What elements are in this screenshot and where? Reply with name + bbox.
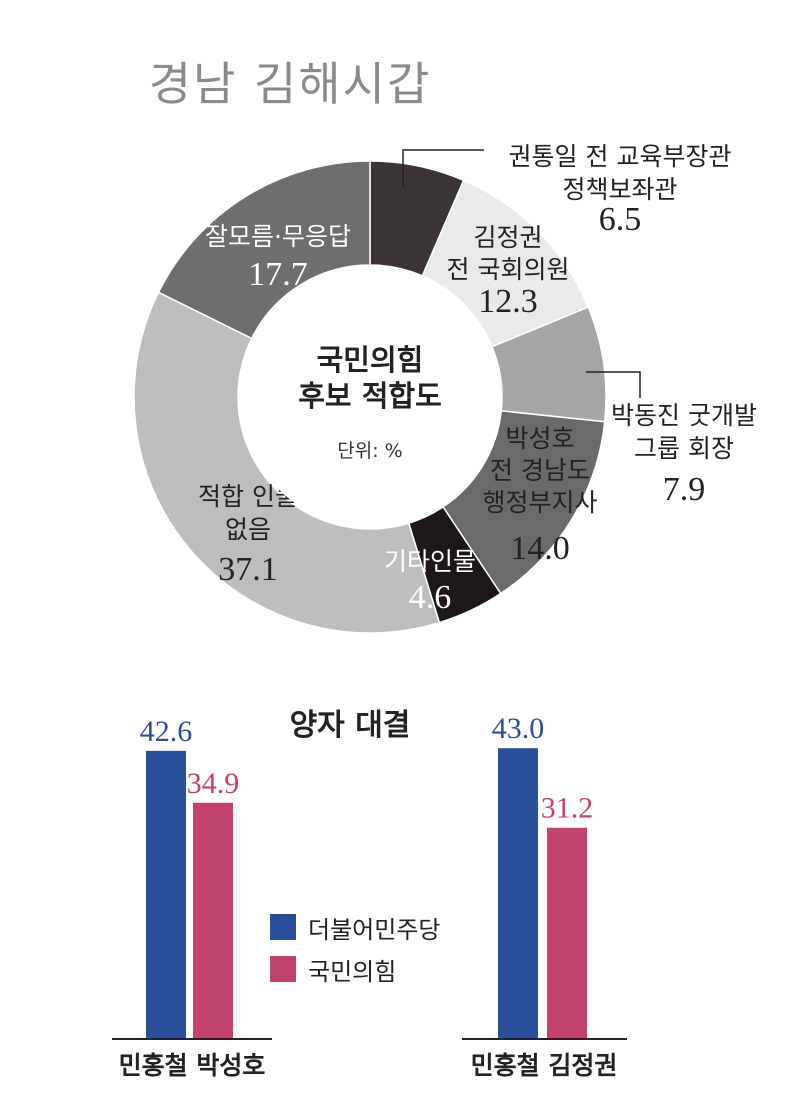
bar-value-g1-s1: 42.6 — [140, 715, 193, 748]
slice-label-7-line-1: 잘모름·무응답 — [205, 222, 351, 251]
slice-value-1: 6.5 — [599, 201, 642, 238]
legend-swatch-ppp — [270, 956, 296, 982]
slice-label-1-line-1: 권통일 전 교육부장관 — [509, 142, 732, 171]
donut-center-title-line-2: 후보 적합도 — [298, 379, 442, 413]
slice-value-5: 4.6 — [409, 579, 452, 616]
slice-value-3: 7.9 — [663, 471, 706, 508]
donut-slice-6 — [133, 291, 441, 634]
slice-value-7: 17.7 — [248, 256, 308, 293]
slice-label-2-line-2: 전 국회의원 — [447, 255, 570, 284]
bar-value-g1-s2: 34.9 — [187, 767, 240, 800]
donut-center — [240, 267, 500, 527]
slice-label-4-line-2: 전 경남도 — [490, 456, 590, 485]
slice-value-6: 37.1 — [218, 551, 278, 588]
slice-value-2: 12.3 — [478, 283, 538, 320]
legend-swatch-democratic — [270, 914, 296, 940]
bar-g1-s1 — [146, 750, 186, 1038]
slice-label-6-line-2: 없음 — [225, 515, 271, 544]
group-baseline-2 — [462, 1038, 627, 1040]
donut-unit-label: 단위: % — [337, 440, 402, 462]
legend-item-ppp: 국민의힘 — [270, 954, 440, 986]
bar-value-g2-s2: 31.2 — [541, 792, 594, 825]
bar-value-g2-s1: 43.0 — [492, 712, 545, 745]
legend-label-ppp: 국민의힘 — [308, 957, 397, 986]
slice-label-3-line-1: 박동진 굿개발 — [611, 401, 757, 430]
slice-value-4: 14.0 — [510, 530, 570, 567]
slice-label-1-line-2: 정책보좌관 — [562, 175, 677, 204]
leader-line-1 — [402, 149, 484, 186]
slice-label-4-line-3: 행정부지사 — [482, 488, 597, 517]
slice-label-5-line-1: 기타인물 — [384, 547, 476, 576]
legend: 더불어민주당 국민의힘 — [270, 912, 440, 996]
group-label-2: 민홍철 김정권 — [470, 1051, 618, 1080]
leader-line-3 — [586, 371, 641, 398]
bar-chart-title: 양자 대결 — [289, 708, 411, 743]
region-title: 경남 김해시갑 — [148, 57, 432, 111]
bar-g2-s1 — [498, 748, 538, 1038]
slice-label-2-line-1: 김정권 — [473, 223, 542, 252]
slice-label-3-line-2: 그룹 회장 — [634, 434, 734, 463]
legend-item-democratic: 더불어민주당 — [270, 912, 441, 944]
bar-g1-s2 — [193, 802, 233, 1038]
bar-g2-s2 — [547, 827, 587, 1038]
group-baseline-1 — [112, 1038, 272, 1040]
legend-label-democratic: 더불어민주당 — [308, 915, 441, 944]
donut-center-title-line-1: 국민의힘 — [317, 343, 424, 377]
group-label-1: 민홍철 박성호 — [118, 1051, 266, 1080]
slice-label-4-line-1: 박성호 — [505, 424, 574, 453]
donut-slice-7 — [157, 160, 371, 340]
